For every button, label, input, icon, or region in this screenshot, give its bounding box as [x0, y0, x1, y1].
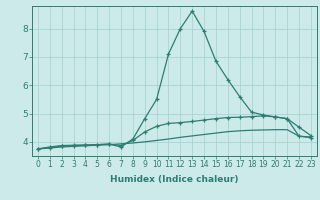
X-axis label: Humidex (Indice chaleur): Humidex (Indice chaleur) — [110, 175, 239, 184]
